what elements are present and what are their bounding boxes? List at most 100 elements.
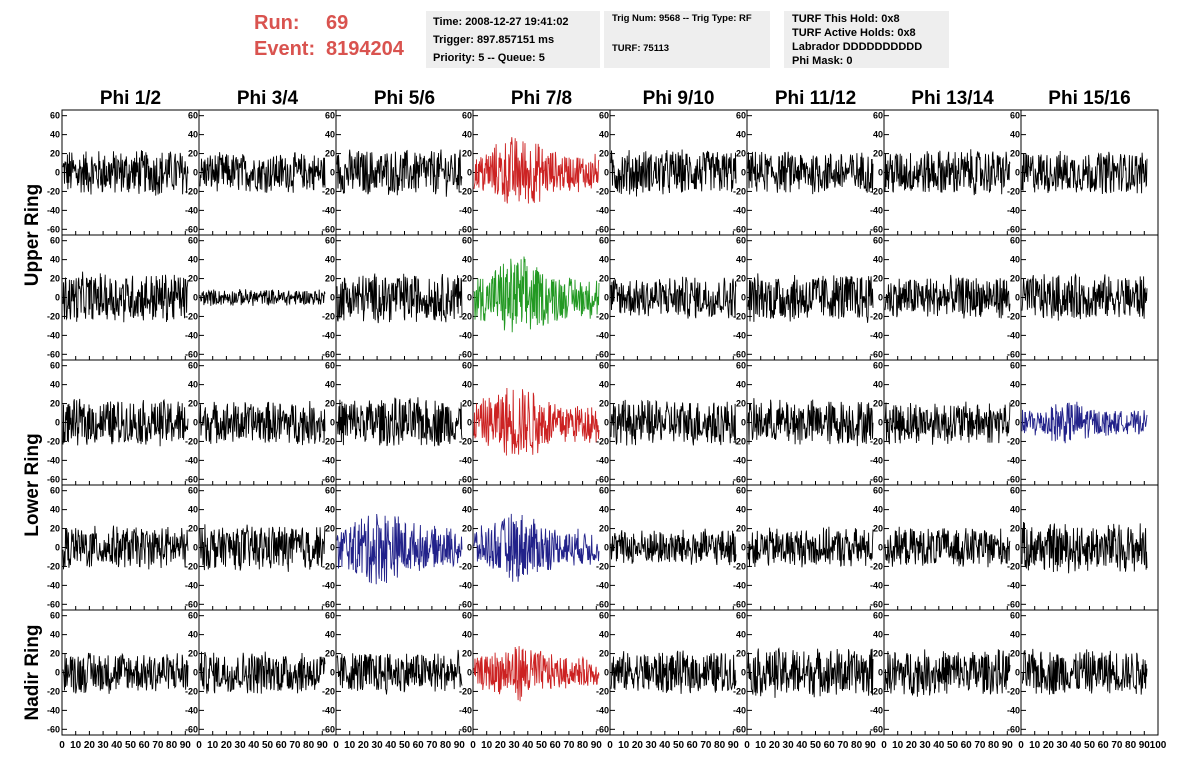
y-tick-label: 20 (1010, 149, 1020, 159)
y-tick-label: 60 (873, 361, 883, 371)
x-tick-label: 90 (317, 740, 329, 751)
y-tick-label: 60 (50, 111, 60, 121)
y-tick-label: 60 (188, 361, 198, 371)
x-tick-label: 60 (687, 740, 699, 751)
x-tick-label: 50 (536, 740, 548, 751)
y-tick-label: 0 (330, 293, 335, 303)
y-tick-label: -40 (459, 705, 472, 715)
y-tick-label: 60 (1010, 361, 1020, 371)
run-value: 69 (326, 12, 349, 34)
y-tick-label: 0 (741, 668, 746, 678)
y-tick-label: 0 (330, 668, 335, 678)
y-tick-label: -60 (47, 724, 60, 734)
y-tick-label: -60 (185, 349, 198, 359)
y-tick-label: -20 (733, 186, 746, 196)
y-tick-label: 20 (599, 524, 609, 534)
y-tick-label: 60 (462, 611, 472, 621)
y-tick-label: 60 (599, 236, 609, 246)
y-tick-label: -20 (1007, 186, 1020, 196)
x-tick-label: 50 (125, 740, 137, 751)
x-tick-label: 60 (276, 740, 288, 751)
y-tick-label: 40 (188, 130, 198, 140)
waveform-trace (884, 401, 1011, 445)
y-tick-label: -60 (47, 349, 60, 359)
y-tick-label: 40 (736, 255, 746, 265)
y-tick-label: 40 (462, 380, 472, 390)
y-tick-label: -60 (596, 599, 609, 609)
x-tick-label: 90 (1002, 740, 1014, 751)
y-tick-label: -60 (47, 474, 60, 484)
waveform-trace (884, 526, 1011, 568)
y-tick-label: -40 (733, 580, 746, 590)
y-tick-label: 0 (878, 293, 883, 303)
x-tick-label: 70 (974, 740, 986, 751)
y-tick-label: -20 (185, 186, 198, 196)
y-tick-label: -60 (1007, 224, 1020, 234)
y-tick-label: 20 (188, 274, 198, 284)
x-tick-label: 30 (509, 740, 521, 751)
y-tick-label: 0 (467, 668, 472, 678)
waveform-trace (1021, 521, 1148, 574)
y-tick-label: 60 (50, 611, 60, 621)
y-tick-label: 40 (462, 255, 472, 265)
y-tick-label: 60 (599, 611, 609, 621)
x-tick-label: 20 (221, 740, 233, 751)
column-header: Phi 5/6 (374, 88, 435, 109)
y-tick-label: 40 (599, 630, 609, 640)
y-tick-label: 60 (462, 236, 472, 246)
y-tick-label: 20 (873, 524, 883, 534)
y-tick-label: -40 (1007, 205, 1020, 215)
x-tick-label: 60 (413, 740, 425, 751)
y-tick-label: 20 (599, 274, 609, 284)
waveform-trace (62, 652, 189, 694)
y-tick-label: -60 (322, 349, 335, 359)
y-tick-label: 20 (873, 399, 883, 409)
x-tick-label: 90 (728, 740, 740, 751)
y-tick-label: -60 (185, 599, 198, 609)
y-tick-label: -20 (596, 436, 609, 446)
y-tick-label: -20 (185, 561, 198, 571)
y-tick-label: -60 (870, 474, 883, 484)
x-tick-label: 90 (591, 740, 603, 751)
y-tick-label: -20 (870, 436, 883, 446)
column-header: Phi 1/2 (100, 88, 161, 109)
turf-active-text: TURF Active Holds: 0x8 (792, 27, 916, 39)
y-tick-label: 0 (604, 543, 609, 553)
x-tick-label: 0 (881, 740, 887, 751)
y-tick-label: -40 (47, 705, 60, 715)
y-tick-label: 0 (193, 543, 198, 553)
y-tick-label: 20 (599, 149, 609, 159)
x-tick-label: 70 (1111, 740, 1123, 751)
y-tick-label: -20 (322, 436, 335, 446)
y-tick-label: -20 (596, 561, 609, 571)
y-tick-label: -60 (1007, 724, 1020, 734)
y-tick-label: -60 (47, 224, 60, 234)
y-tick-label: -60 (185, 724, 198, 734)
waveform-trace (1021, 401, 1148, 444)
y-tick-label: 20 (873, 149, 883, 159)
x-tick-label: 10 (207, 740, 219, 751)
y-tick-label: -40 (322, 330, 335, 340)
y-tick-label: 0 (1015, 168, 1020, 178)
y-tick-label: 20 (325, 524, 335, 534)
y-tick-label: 40 (1010, 505, 1020, 515)
y-tick-label: -40 (47, 330, 60, 340)
y-tick-label: -40 (1007, 705, 1020, 715)
y-tick-label: 40 (599, 380, 609, 390)
x-tick-label: 30 (646, 740, 658, 751)
waveform-trace (884, 149, 1011, 196)
waveform-trace (1021, 150, 1148, 195)
x-tick-label: 70 (426, 740, 438, 751)
y-tick-label: -60 (1007, 599, 1020, 609)
waveform-trace (473, 256, 600, 333)
x-tick-label: 60 (961, 740, 973, 751)
y-tick-label: 20 (50, 524, 60, 534)
waveform-trace (747, 151, 874, 195)
waveform-trace (610, 528, 737, 566)
y-tick-label: 60 (1010, 486, 1020, 496)
y-tick-label: -40 (596, 705, 609, 715)
x-tick-label: 70 (563, 740, 575, 751)
waveform-trace (884, 649, 1011, 697)
y-tick-label: 0 (193, 418, 198, 428)
y-tick-label: 60 (188, 486, 198, 496)
